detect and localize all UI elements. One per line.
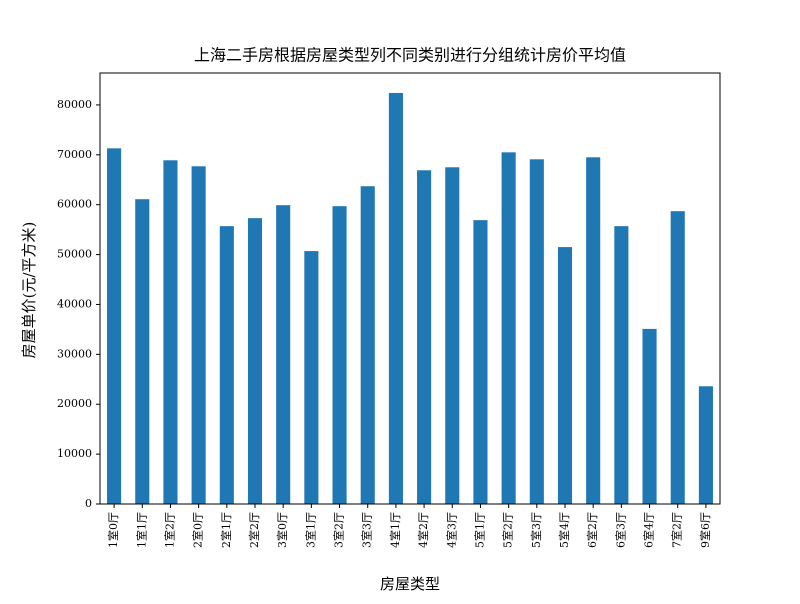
x-tick-label: 6室4厅 xyxy=(642,512,656,548)
x-tick-label: 5室1厅 xyxy=(472,512,486,548)
y-tick-label: 40000 xyxy=(57,297,92,310)
x-tick-label: 1室2厅 xyxy=(162,512,176,548)
bar xyxy=(642,328,657,504)
bar xyxy=(135,199,150,505)
x-tick-label: 4室1厅 xyxy=(388,512,402,548)
x-tick-label: 2室2厅 xyxy=(247,512,261,548)
x-tick-label: 7室2厅 xyxy=(670,512,684,548)
x-tick-label: 5室3厅 xyxy=(529,512,543,548)
y-tick-label: 20000 xyxy=(57,397,92,410)
bar xyxy=(698,386,713,504)
chart-title: 上海二手房根据房屋类型列不同类别进行分组统计房价平均值 xyxy=(194,46,626,65)
x-tick-label: 3室3厅 xyxy=(360,512,374,548)
x-tick-label: 5室2厅 xyxy=(501,512,515,548)
x-tick-label: 3室2厅 xyxy=(332,512,346,548)
x-tick-label: 9室6厅 xyxy=(698,512,712,548)
x-tick-label: 6室2厅 xyxy=(585,512,599,548)
bar xyxy=(247,218,263,504)
x-tick-label: 1室0厅 xyxy=(106,512,120,548)
y-tick-label: 30000 xyxy=(57,347,92,360)
y-tick-label: 60000 xyxy=(57,198,92,211)
bar xyxy=(586,157,601,505)
bar xyxy=(614,226,629,505)
x-axis-label: 房屋类型 xyxy=(380,575,440,593)
bar xyxy=(332,206,347,504)
bar xyxy=(219,226,234,505)
bar xyxy=(417,170,432,505)
y-tick-label: 50000 xyxy=(57,248,92,261)
plot-frame xyxy=(99,72,721,505)
bar xyxy=(191,166,206,504)
x-tick-label: 1室1厅 xyxy=(134,512,148,548)
y-tick-label: 70000 xyxy=(57,148,92,161)
x-tick-label: 3室1厅 xyxy=(303,512,317,548)
bar xyxy=(557,247,573,504)
bar xyxy=(360,186,375,504)
x-tick-label: 6室3厅 xyxy=(613,512,627,548)
y-tick-label: 10000 xyxy=(57,447,92,460)
y-tick-label: 80000 xyxy=(57,98,92,111)
x-tick-label: 2室0厅 xyxy=(191,512,205,548)
bar xyxy=(388,92,403,504)
x-tick-label: 4室2厅 xyxy=(416,512,430,548)
x-tick-label: 4室3厅 xyxy=(444,512,458,548)
x-tick-label: 5室4厅 xyxy=(557,512,571,548)
bar xyxy=(276,205,291,504)
bar xyxy=(529,159,544,504)
bar xyxy=(670,211,685,505)
bar xyxy=(473,220,488,504)
y-axis-label: 房屋单价(元/平方米) xyxy=(20,222,38,359)
bar xyxy=(501,152,516,504)
bar xyxy=(445,167,460,504)
x-tick-label: 3室0厅 xyxy=(275,512,289,548)
x-tick-label: 2室1厅 xyxy=(219,512,233,548)
y-tick-label: 0 xyxy=(85,497,92,510)
bar xyxy=(163,160,178,504)
bar xyxy=(107,148,122,504)
bar xyxy=(304,251,319,504)
